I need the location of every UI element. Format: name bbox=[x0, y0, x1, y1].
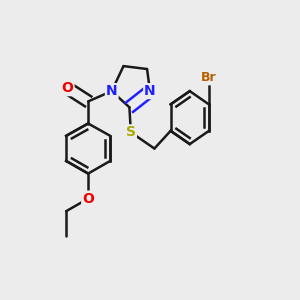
Text: N: N bbox=[106, 84, 118, 98]
Text: S: S bbox=[126, 125, 136, 139]
Text: Br: Br bbox=[201, 71, 217, 84]
Text: O: O bbox=[82, 192, 94, 206]
Text: O: O bbox=[61, 81, 74, 95]
Text: N: N bbox=[144, 84, 156, 98]
